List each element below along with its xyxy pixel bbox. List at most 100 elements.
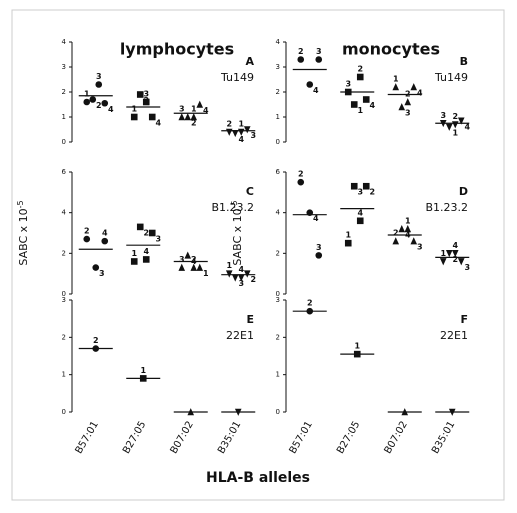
point [178, 113, 186, 121]
point [306, 307, 314, 315]
x-axis-title: HLA-B alleles [206, 470, 310, 486]
point [196, 263, 204, 271]
point-label: 2 [191, 119, 197, 128]
point [356, 73, 364, 81]
point [139, 375, 147, 382]
panel-title: monocytes [342, 40, 440, 59]
point-label: 4 [191, 257, 197, 266]
point [142, 98, 150, 106]
point [148, 229, 156, 237]
point-label: 4 [108, 105, 114, 114]
point-label: 4 [313, 214, 319, 223]
point [398, 225, 406, 233]
y-axis-title-exponent: -5 [16, 200, 25, 208]
y-tick-label: 0 [276, 290, 280, 298]
point [101, 99, 109, 107]
point [353, 350, 361, 358]
point [344, 88, 352, 96]
point [362, 182, 370, 190]
x-tick-label: B57:01 [74, 420, 101, 456]
point-label: 3 [179, 255, 185, 264]
point-label: 2 [93, 336, 99, 345]
point-label: 4 [464, 122, 470, 131]
panel-letter: D [459, 185, 468, 198]
y-tick-label: 2 [276, 249, 280, 257]
y-tick-label: 2 [62, 333, 66, 341]
point-label: 1 [131, 249, 137, 258]
y-axis-title-text: SABC x 10 [17, 208, 30, 265]
point [92, 264, 100, 271]
y-tick-label: 6 [276, 168, 281, 176]
y-tick-label: 0 [62, 290, 66, 298]
point [178, 263, 186, 271]
y-tick-label: 6 [62, 168, 67, 176]
point-label: 3 [316, 243, 322, 252]
y-tick-label: 0 [62, 138, 66, 146]
point [130, 113, 138, 121]
point [306, 209, 314, 216]
y-tick-label: 3 [276, 63, 280, 71]
point [95, 81, 103, 88]
point-label: 4 [313, 86, 319, 95]
point-label: 1 [405, 216, 411, 225]
y-tick-label: 2 [62, 88, 66, 96]
point-label: 4 [155, 119, 161, 128]
point-label: 2 [84, 227, 90, 236]
y-tick-label: 2 [62, 249, 66, 257]
frame [11, 9, 505, 501]
x-tick-label: B35:01 [430, 420, 457, 456]
x-tick-label: B35:01 [216, 420, 243, 456]
point [439, 119, 447, 128]
point [231, 274, 239, 282]
point [101, 237, 109, 245]
y-tick-label: 4 [62, 209, 67, 217]
point-label: 1 [238, 120, 244, 129]
point [315, 252, 323, 259]
panel-letter: E [246, 313, 254, 326]
point-label: 1 [354, 342, 360, 351]
antibody-label: Tu149 [434, 71, 468, 84]
point [306, 81, 314, 88]
y-tick-label: 2 [276, 333, 280, 341]
antibody-label: B1.23.2 [211, 201, 254, 214]
y-axis-title-text: SABC x 10 [231, 208, 244, 265]
point-label: 2 [369, 188, 375, 197]
point [401, 408, 409, 416]
y-tick-label: 0 [276, 408, 280, 416]
point-label: 3 [179, 105, 185, 114]
y-tick-label: 4 [276, 209, 281, 217]
point [187, 408, 195, 416]
point-label: 3 [238, 279, 244, 288]
point-label: 2 [307, 299, 313, 308]
point-label: 3 [99, 269, 105, 278]
y-tick-label: 3 [62, 296, 66, 304]
point-label: 4 [238, 265, 244, 274]
point-label: 3 [345, 80, 351, 89]
point [344, 239, 352, 247]
point-label: 4 [143, 247, 149, 256]
point-label: 4 [417, 89, 423, 98]
y-tick-label: 2 [276, 88, 280, 96]
point [398, 103, 406, 111]
point-label: 1 [131, 105, 137, 114]
point [234, 408, 242, 416]
point [404, 225, 412, 233]
point [148, 113, 156, 121]
point [451, 121, 459, 129]
point [392, 83, 400, 91]
antibody-label: 22E1 [226, 329, 254, 342]
point-label: 4 [357, 208, 363, 217]
panel-letter: F [460, 313, 468, 326]
point-label: 1 [84, 90, 90, 99]
point [410, 237, 418, 245]
antibody-label: Tu149 [220, 71, 254, 84]
point [356, 217, 364, 225]
y-axis-title: SABC x 10-5 [16, 200, 31, 265]
point-label: 3 [417, 243, 423, 252]
y-tick-label: 1 [276, 371, 280, 379]
point-label: 2 [357, 65, 363, 74]
point [136, 91, 144, 98]
point-label: 2 [405, 90, 411, 99]
y-tick-label: 1 [276, 113, 280, 121]
